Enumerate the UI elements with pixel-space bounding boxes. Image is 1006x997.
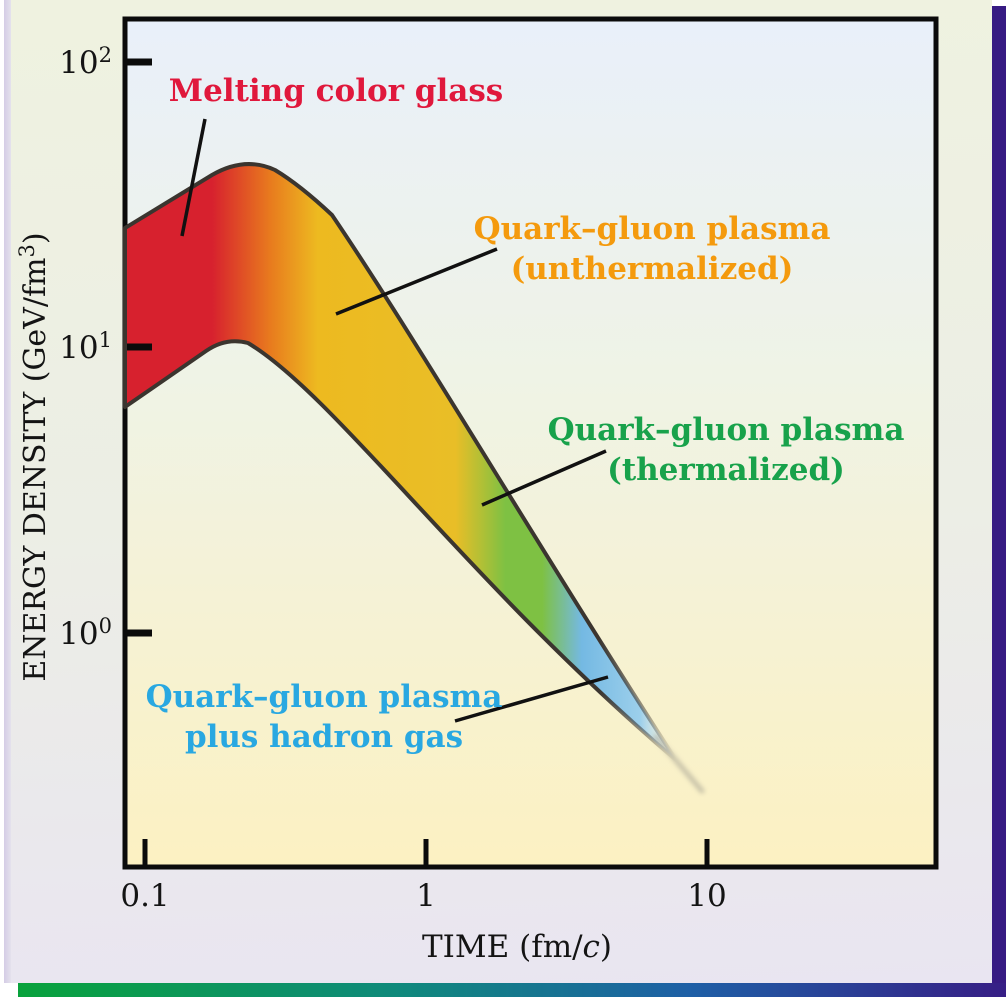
bottom-accent-bar [18,983,1006,997]
pointer-line-melting-color-glass [180,118,207,237]
x-tick-label-0.1: 0.1 [120,878,170,914]
plot-area [122,16,939,870]
pointer-line-qgp-thermalized [481,449,607,507]
band-tip-fade [653,734,705,794]
pointer-line-qgp-hadron-gas [454,675,609,723]
y-tick-label-10: 101 [59,327,112,367]
y-tick-label-100: 102 [59,42,112,82]
energy-density-band [123,162,678,762]
y-axis-title: ENERGY DENSITY (GeV/fm3) [15,232,53,682]
annotation-melting-color-glass: Melting color glass [168,73,504,109]
x-tick-label-10: 10 [687,878,727,914]
annotation-qgp-unthermalized: Quark–gluon plasma (unthermalized) [473,211,831,287]
x-axis-title: TIME (fm/c) [421,929,613,965]
annotation-qgp-thermalized: Quark–gluon plasma (thermalized) [547,412,905,488]
pointer-line-qgp-unthermalized [335,247,498,316]
left-accent-strip [4,0,11,983]
y-tick-label-1: 100 [59,613,112,653]
x-tick-label-1: 1 [416,878,436,914]
right-accent-bar [992,6,1006,983]
annotation-qgp-hadron-gas: Quark–gluon plasma plus hadron gas [145,679,503,755]
